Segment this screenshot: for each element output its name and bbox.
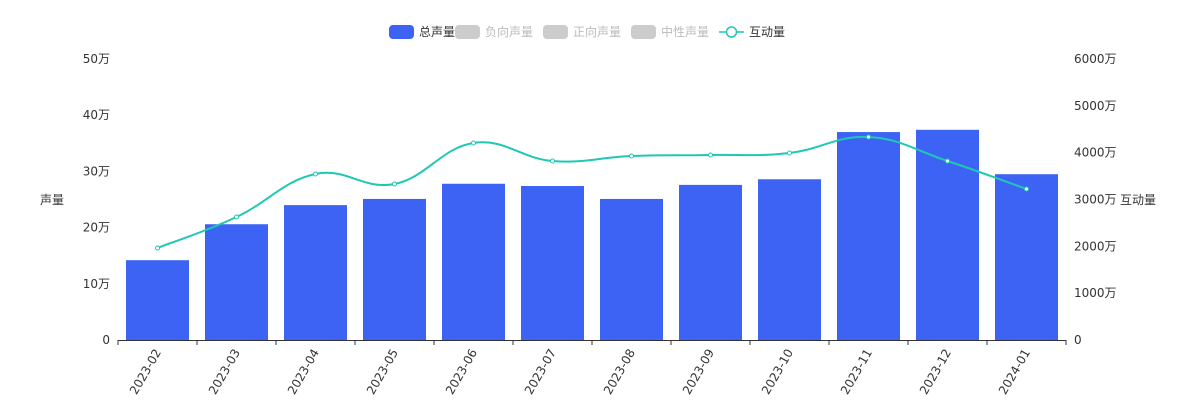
y-right-tick-label: 5000万 bbox=[1074, 99, 1117, 113]
legend-label[interactable]: 总声量 bbox=[419, 25, 455, 39]
line-point bbox=[787, 150, 792, 156]
line-point bbox=[1024, 186, 1029, 192]
bar bbox=[679, 184, 742, 340]
x-tick-label: 2023-06 bbox=[443, 347, 480, 397]
legend-circle-icon bbox=[725, 26, 738, 38]
y-left-tick-label: 10万 bbox=[83, 277, 110, 291]
y-right-tick-label: 4000万 bbox=[1074, 146, 1117, 160]
y-left-tick-label: 0 bbox=[102, 333, 110, 347]
x-tick-label: 2023-08 bbox=[601, 347, 638, 397]
bar bbox=[442, 183, 505, 340]
bar bbox=[363, 198, 426, 340]
legend-swatch bbox=[389, 25, 414, 39]
y-right-tick-label: 0 bbox=[1074, 333, 1082, 347]
x-tick-label: 2024-01 bbox=[996, 347, 1033, 397]
x-tick-label: 2023-04 bbox=[285, 347, 322, 397]
bar bbox=[284, 205, 347, 340]
bar bbox=[600, 198, 663, 340]
x-tick-label: 2023-11 bbox=[838, 347, 875, 397]
legend-label[interactable]: 正向声量 bbox=[573, 24, 621, 39]
line-point bbox=[392, 181, 397, 187]
x-tick-label: 2023-07 bbox=[522, 347, 559, 397]
legend-swatch bbox=[631, 25, 656, 39]
y-left-axis-label: 声量 bbox=[40, 193, 64, 207]
bar bbox=[758, 179, 821, 340]
y-left-tick-label: 40万 bbox=[83, 108, 110, 122]
y-right-tick-label: 3000万 bbox=[1074, 193, 1117, 207]
y-right-tick-label: 6000万 bbox=[1074, 52, 1117, 66]
line-point bbox=[313, 171, 318, 177]
line-point bbox=[471, 140, 476, 146]
y-left-tick-label: 30万 bbox=[83, 164, 110, 178]
y-right-tick-label: 1000万 bbox=[1074, 286, 1117, 300]
legend-swatch bbox=[455, 25, 480, 39]
bar bbox=[205, 224, 268, 340]
line-series bbox=[157, 135, 1027, 249]
x-tick-label: 2023-09 bbox=[680, 347, 717, 397]
line-point bbox=[550, 158, 555, 164]
bar bbox=[995, 174, 1058, 340]
y-left-tick-label: 50万 bbox=[83, 52, 110, 66]
y-right-tick-label: 2000万 bbox=[1074, 239, 1117, 253]
legend-label[interactable]: 中性声量 bbox=[661, 24, 709, 39]
legend-swatch bbox=[543, 25, 568, 39]
x-tick-label: 2023-12 bbox=[917, 347, 954, 397]
x-tick-label: 2023-10 bbox=[759, 347, 796, 397]
legend-label[interactable]: 负向声量 bbox=[485, 24, 533, 39]
bar bbox=[916, 129, 979, 340]
line-point bbox=[155, 245, 160, 251]
line-point bbox=[945, 158, 950, 164]
bar bbox=[126, 260, 189, 340]
x-tick-label: 2023-03 bbox=[206, 347, 243, 397]
bar bbox=[837, 132, 900, 340]
line-point bbox=[629, 153, 634, 159]
line-point bbox=[234, 214, 239, 220]
x-tick-label: 2023-05 bbox=[364, 347, 401, 397]
legend-label[interactable]: 互动量 bbox=[749, 25, 785, 39]
x-tick-label: 2023-02 bbox=[127, 347, 164, 397]
line-point bbox=[708, 152, 713, 158]
y-left-tick-label: 20万 bbox=[83, 221, 110, 235]
y-right-axis-label: 互动量 bbox=[1120, 193, 1156, 207]
line-point bbox=[866, 134, 871, 140]
bar bbox=[521, 186, 584, 340]
